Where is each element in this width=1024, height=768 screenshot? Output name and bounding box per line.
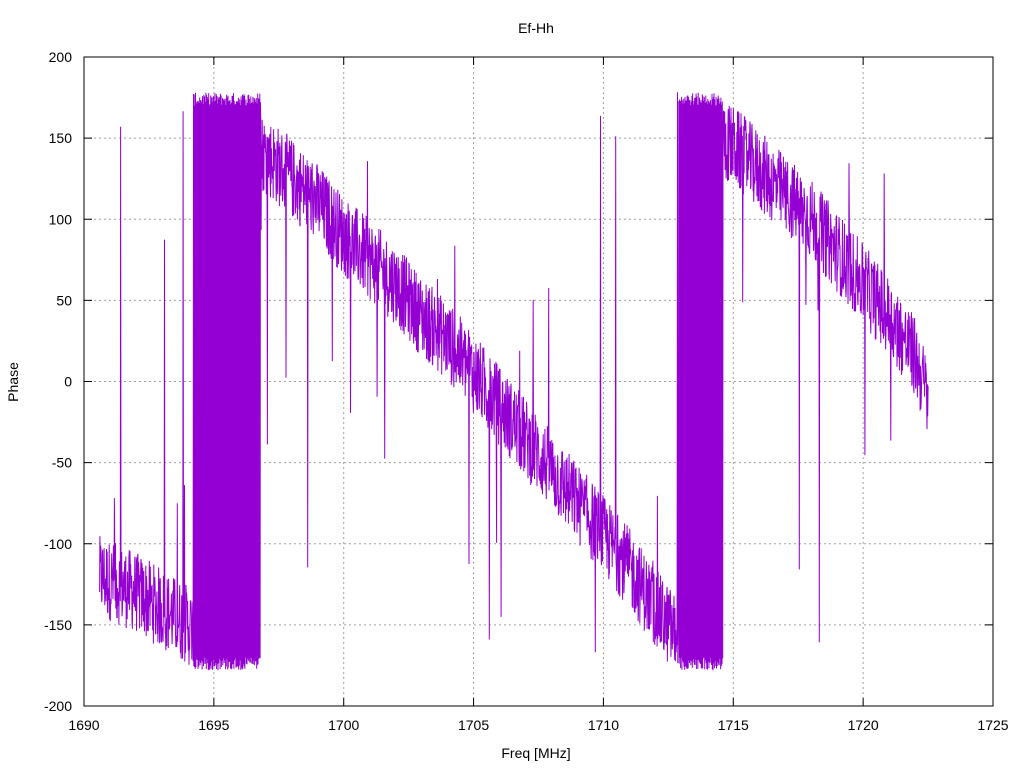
axis-ticks	[83, 56, 994, 707]
x-axis-label: Freq [MHz]	[501, 745, 570, 761]
y-tick-label: -200	[44, 698, 72, 714]
series-ef-hh	[99, 92, 929, 671]
x-tick-label: 1715	[718, 717, 749, 733]
y-tick-label: -150	[44, 617, 72, 633]
y-tick-labels: -200 -150 -100 -50 0 50 100 150 200	[44, 49, 72, 714]
y-tick-label: 0	[64, 374, 72, 390]
y-axis-label: Phase	[5, 362, 21, 402]
x-tick-label: 1720	[848, 717, 879, 733]
x-tick-label: 1725	[977, 717, 1008, 733]
y-tick-label: 150	[49, 130, 73, 146]
y-tick-label: -100	[44, 536, 72, 552]
y-tick-label: 50	[56, 292, 72, 308]
y-tick-label: -50	[52, 455, 72, 471]
x-tick-label: 1705	[458, 717, 489, 733]
x-tick-label: 1690	[68, 717, 99, 733]
chart-title: Ef-Hh	[518, 20, 554, 36]
x-tick-label: 1710	[588, 717, 619, 733]
x-tick-label: 1695	[198, 717, 229, 733]
y-tick-label: 100	[49, 211, 73, 227]
x-tick-labels: 1690 1695 1700 1705 1710 1715 1720 1725	[68, 717, 1008, 733]
series-line	[99, 92, 929, 671]
x-tick-label: 1700	[328, 717, 359, 733]
y-tick-label: 200	[49, 49, 73, 65]
